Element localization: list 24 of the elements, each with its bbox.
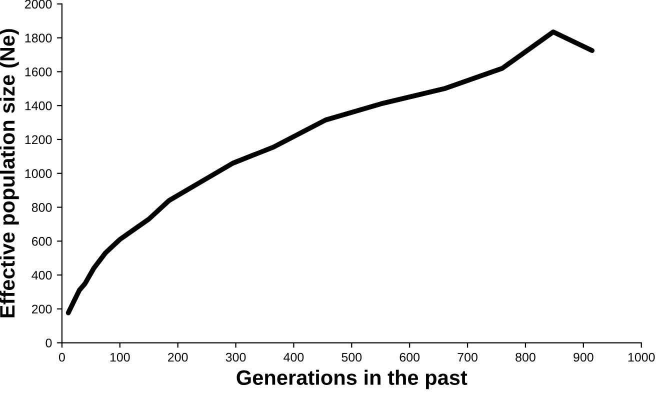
x-tick-label: 600	[400, 352, 420, 362]
y-tick-label: 800	[32, 203, 52, 212]
y-tick-label: 1600	[25, 68, 52, 76]
y-tick-label: 400	[32, 270, 52, 280]
x-tick-label: 0	[58, 352, 65, 362]
y-tick-label: 200	[32, 304, 52, 314]
x-tick-label: 100	[110, 352, 130, 362]
x-tick-label: 800	[516, 352, 536, 362]
y-tick-label: 1400	[25, 101, 52, 110]
y-tick-label: 0	[46, 338, 52, 348]
y-tick-label: 1800	[25, 34, 52, 42]
x-tick-label: 400	[284, 352, 304, 362]
x-tick-label: 300	[226, 352, 246, 362]
y-tick-label: 1200	[25, 135, 52, 144]
y-tick-label: 600	[32, 236, 52, 246]
x-tick-label: 900	[574, 352, 594, 362]
x-tick-label: 500	[342, 352, 362, 362]
y-tick-label: 2000	[25, 0, 52, 9]
x-tick-label: 700	[458, 352, 478, 362]
x-tick-label: 200	[168, 352, 188, 362]
line-series	[66, 29, 595, 316]
y-tick-label: 1000	[25, 169, 52, 178]
x-axis-title: Generations in the past	[236, 370, 468, 390]
x-tick-label: 1000	[628, 352, 655, 362]
